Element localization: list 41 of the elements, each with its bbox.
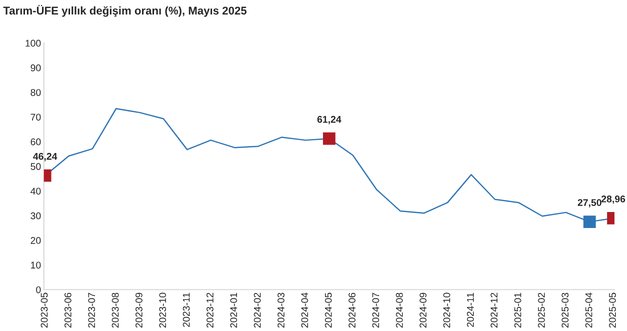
x-tick-label: 2024-06 [348, 292, 356, 328]
x-tick-label: 2024-05 [324, 292, 332, 328]
y-tick-label: 70 [30, 114, 41, 121]
x-tick-label: 2023-05 [40, 292, 48, 328]
x-tick-label: 2023-12 [206, 292, 214, 328]
y-tick-label: 100 [26, 40, 41, 47]
x-tick-label: 2025-05 [609, 292, 616, 328]
x-tick-label: 2023-08 [112, 292, 119, 328]
x-tick-label: 2023-09 [136, 292, 142, 328]
data-label: 27,50 [578, 199, 602, 208]
x-tick-label: 2024-03 [278, 292, 284, 328]
chart-title: Tarım-ÜFE yıllık değişim oranı (%), Mayıs 2025 [3, 4, 247, 17]
x-tick-label: 2023-07 [88, 292, 96, 328]
x-tick-label: 2025-04 [585, 292, 592, 328]
y-tick-label: 60 [30, 138, 41, 146]
x-tick-label: 2025-03 [562, 292, 569, 328]
y-tick-label: 80 [30, 89, 41, 96]
x-tick-label: 2024-02 [254, 292, 261, 328]
x-tick-label: 2024-07 [372, 292, 380, 328]
x-tick-label: 2023-10 [159, 292, 166, 328]
y-tick-label: 90 [30, 64, 41, 72]
x-tick-label: 2024-08 [396, 292, 403, 328]
y-tick-label: 20 [30, 237, 41, 244]
x-tick-label: 2025-02 [538, 292, 545, 328]
data-label: 28,96 [601, 196, 626, 204]
x-tick-label: 2024-10 [443, 292, 450, 328]
x-tick-label: 2023-11 [182, 292, 190, 327]
x-tick-label: 2023-06 [64, 292, 72, 328]
x-tick-label: 2024-01 [230, 292, 238, 328]
data-label: 61,24 [317, 116, 342, 124]
x-tick-label: 2024-09 [420, 292, 426, 328]
y-tick-label: 0 [36, 286, 41, 294]
x-tick-label: 2025-01 [514, 292, 522, 328]
y-tick-label: 10 [31, 262, 41, 269]
x-tick-label: 2024-04 [301, 292, 308, 328]
data-label: 46,24 [33, 152, 58, 162]
y-tick-label: 30 [30, 212, 41, 220]
x-tick-label: 2024-11 [466, 292, 474, 327]
y-tick-label: 50 [30, 163, 41, 170]
x-tick-label: 2024-12 [490, 292, 498, 328]
y-tick-label: 40 [30, 188, 41, 195]
